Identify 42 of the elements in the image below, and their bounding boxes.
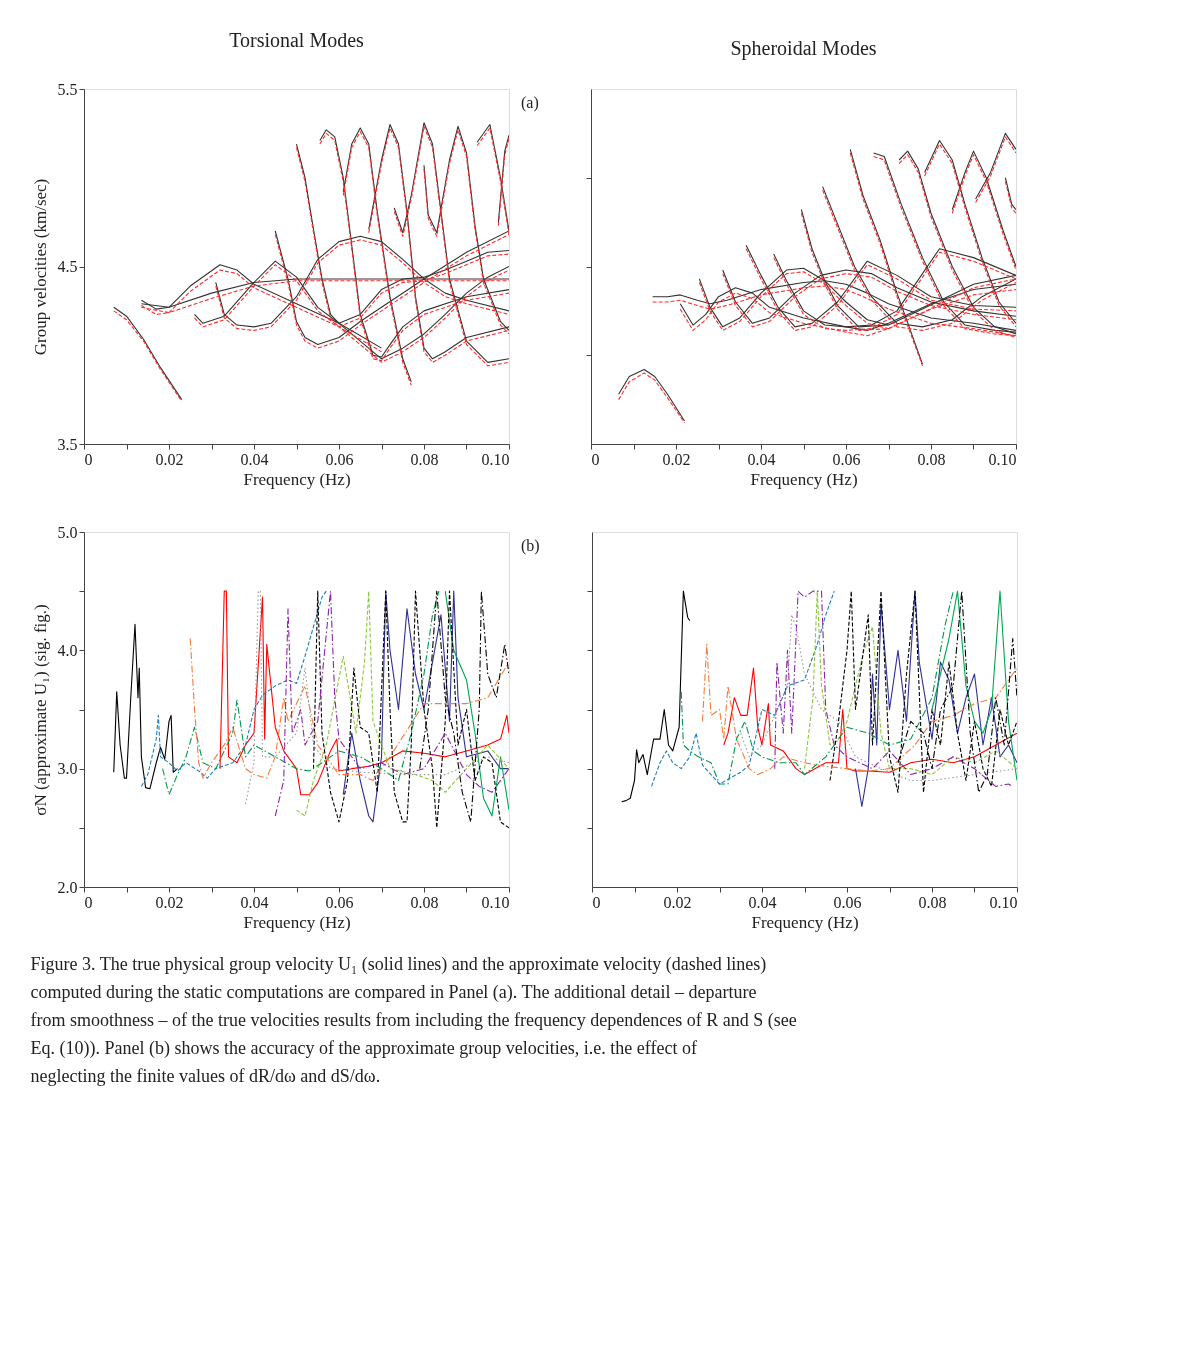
y-tick-label: 4.0 [57, 641, 78, 659]
x-tick-label: 0.06 [325, 893, 354, 911]
x-axis-title: Frequency (Hz) [750, 469, 858, 489]
x-tick-label: 0.02 [155, 893, 184, 911]
x-tick-label: 0.10 [481, 450, 510, 468]
x-tick-label: 0.04 [240, 893, 269, 911]
x-tick-label: 0.06 [833, 893, 862, 911]
text: (a) [521, 94, 539, 112]
x-tick-label: 0.08 [410, 893, 439, 911]
x-tick-label: 0.02 [155, 450, 184, 468]
x-tick-label: 0.10 [988, 450, 1017, 468]
x-tick-label: 0.06 [832, 450, 861, 468]
x-tick-label: 0 [592, 893, 601, 911]
x-tick-label: 0.04 [240, 450, 269, 468]
y-tick-label: 3.5 [57, 435, 78, 453]
x-tick-label: 0 [84, 450, 93, 468]
x-tick-label: 0.06 [325, 450, 354, 468]
y-tick-label: 2.0 [57, 878, 78, 896]
y-tick-label: 4.5 [57, 258, 78, 275]
x-tick-label: 0.08 [917, 450, 946, 468]
chart-title: Torsional Modes [229, 29, 365, 51]
y-tick-label: 5.0 [57, 523, 78, 541]
x-axis-title: Frequency (Hz) [751, 912, 859, 932]
x-tick-label: 0.02 [662, 450, 691, 468]
x-tick-label: 0.08 [918, 893, 947, 911]
x-tick-label: 0 [591, 450, 600, 468]
x-axis-title: Frequency (Hz) [243, 469, 351, 489]
y-tick-label: 3.0 [57, 760, 78, 778]
x-axis-title: Frequency (Hz) [243, 912, 351, 932]
x-tick-label: 0.10 [989, 893, 1018, 911]
caption: Figure 3. The true physical group velocity U₁ (solid lines) and the approximate velocity (dashed lines) computed during the static computations are compared in Panel (a). The additional detail – departure from smoothness – of the true velocities results from including the frequency dependences of R and S (see Eq. (10)). Panel (b) shows the accuracy of the approximate group velocities, i.e. the effect of neglecting the finite values of dR/dω and dS/dω. [30, 953, 797, 1086]
x-tick-label: 0 [84, 893, 93, 911]
text: (b) [521, 537, 540, 555]
x-tick-label: 0.04 [748, 893, 777, 911]
x-tick-label: 0.04 [747, 450, 776, 468]
x-tick-label: 0.02 [663, 893, 692, 911]
x-tick-label: 0.08 [410, 450, 439, 468]
x-tick-label: 0.10 [481, 893, 510, 911]
y-axis-title: Group velocities (km/sec) [30, 178, 50, 356]
y-axis-title: σN (approximate U₁) (sig. fig.) [30, 604, 50, 816]
y-tick-label: 5.5 [57, 80, 78, 98]
chart-title: Spheroidal Modes [730, 37, 877, 60]
